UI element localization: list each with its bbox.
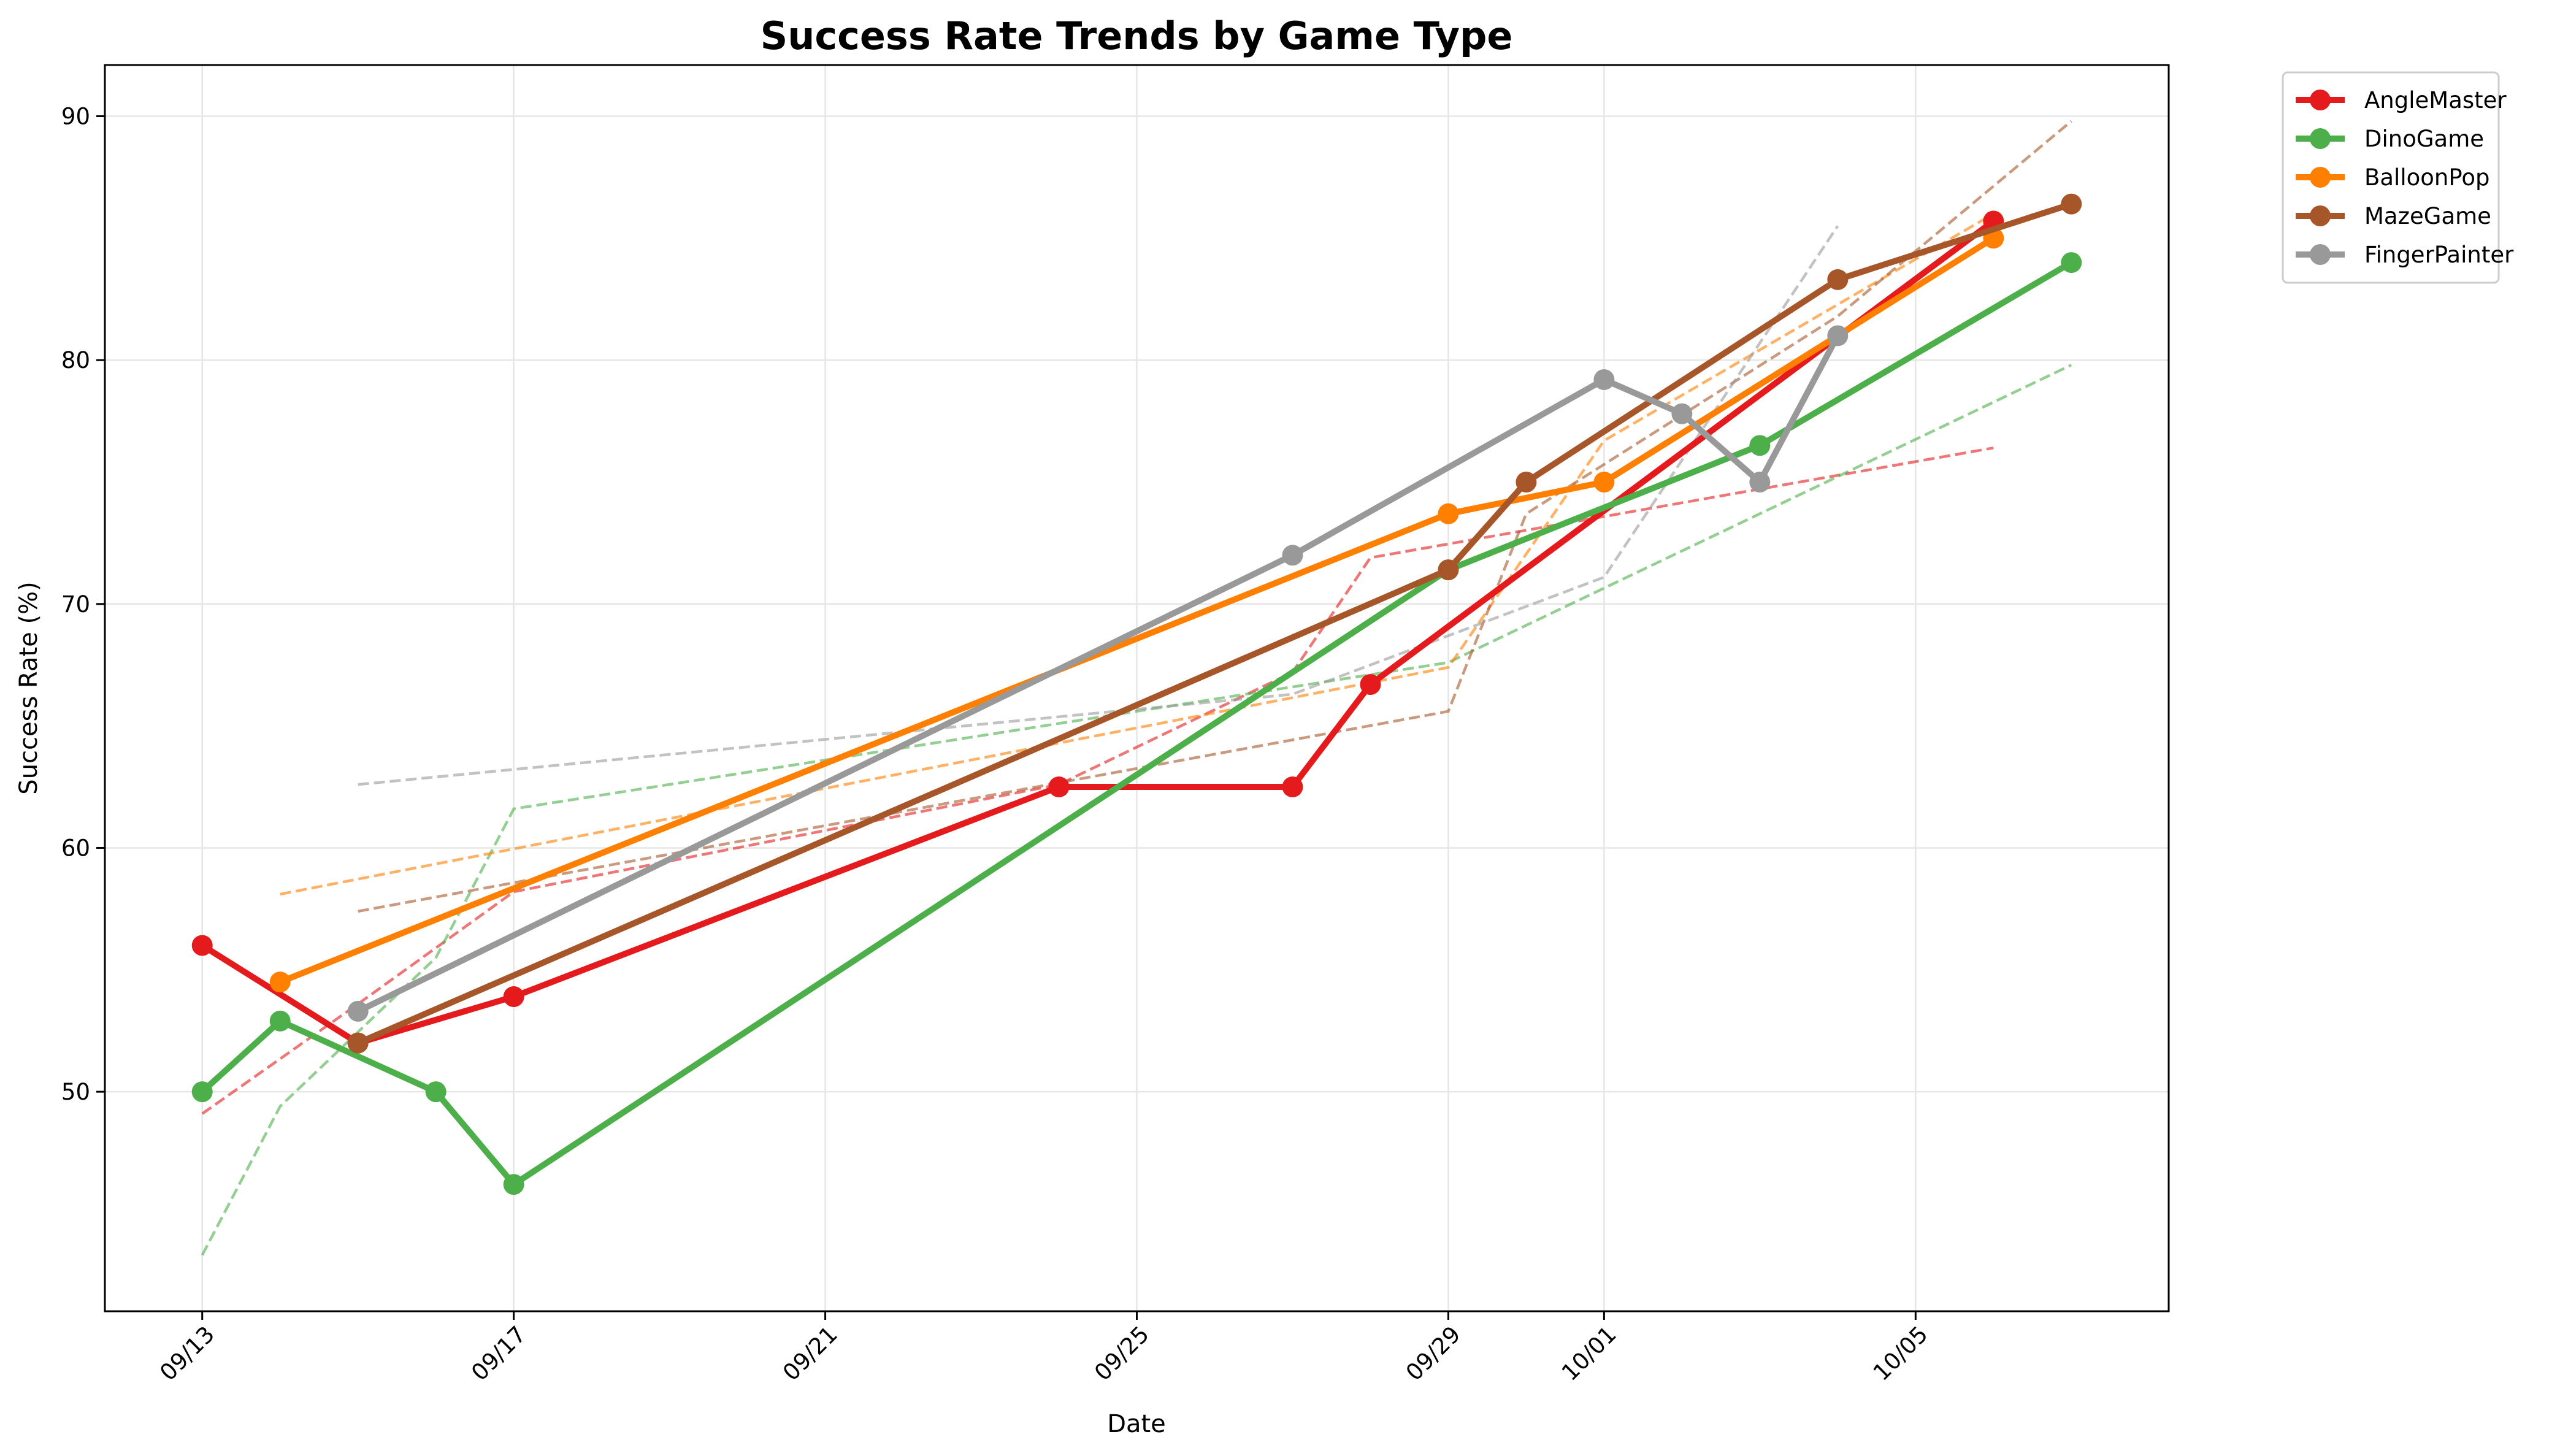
- chart-title: Success Rate Trends by Game Type: [761, 13, 1513, 58]
- data-point-balloonpop: [1438, 503, 1459, 524]
- legend-marker: [2310, 205, 2331, 226]
- legend-label: BalloonPop: [2364, 164, 2489, 191]
- y-tick-label: 70: [61, 591, 90, 618]
- y-axis-label: Success Rate (%): [15, 581, 43, 794]
- data-point-anglemaster: [191, 935, 213, 956]
- data-point-mazegame: [2061, 193, 2082, 215]
- series-line-fingerpainter: [354, 332, 1841, 1014]
- data-point-anglemaster: [1048, 776, 1070, 798]
- data-point-fingerpainter: [1749, 471, 1771, 492]
- data-point-dinogame: [269, 1010, 291, 1032]
- data-point-anglemaster: [1360, 674, 1381, 695]
- data-point-fingerpainter: [1827, 325, 1849, 347]
- data-point-fingerpainter: [347, 1000, 369, 1022]
- data-point-dinogame: [503, 1174, 524, 1195]
- series-balloonpop: [269, 228, 2004, 993]
- data-point-fingerpainter: [1282, 545, 1303, 566]
- series-mazegame: [347, 193, 2082, 1054]
- series-fingerpainter: [347, 325, 1849, 1022]
- legend-marker: [2310, 244, 2331, 265]
- grid-layer: [105, 65, 2169, 1311]
- legend-item-dinogame: DinoGame: [2296, 126, 2484, 152]
- legend-item-anglemaster: AngleMaster: [2296, 87, 2507, 113]
- legend-marker: [2310, 167, 2331, 188]
- y-tick-label: 60: [61, 835, 90, 861]
- y-tick-label: 90: [61, 104, 90, 130]
- data-point-dinogame: [425, 1081, 446, 1103]
- data-point-mazegame: [1827, 269, 1849, 290]
- legend-marker: [2310, 128, 2331, 149]
- legend-item-mazegame: MazeGame: [2296, 203, 2491, 229]
- legend-label: MazeGame: [2364, 203, 2491, 229]
- data-point-fingerpainter: [1593, 369, 1615, 390]
- trend-line-fingerpainter: [358, 225, 1839, 786]
- trend-line-mazegame: [358, 120, 2072, 913]
- series-line-balloonpop: [277, 235, 1997, 986]
- legend-box: [2282, 71, 2500, 284]
- legend-label: AngleMaster: [2364, 87, 2507, 113]
- trend-lines: [201, 120, 2072, 1256]
- data-point-balloonpop: [1593, 471, 1615, 492]
- data-point-mazegame: [1438, 559, 1459, 581]
- data-point-balloonpop: [269, 971, 291, 993]
- series-dinogame: [191, 252, 2082, 1195]
- data-point-anglemaster: [503, 986, 524, 1008]
- legend: AngleMaster DinoGame BalloonPop MazeGame Fin…: [2282, 71, 2514, 284]
- trend-line-balloonpop: [280, 212, 1995, 896]
- trend-line-dinogame: [201, 364, 2072, 1256]
- data-point-dinogame: [2061, 252, 2082, 274]
- legend-label: FingerPainter: [2364, 242, 2514, 268]
- data-point-mazegame: [1516, 471, 1537, 492]
- legend-item-balloonpop: BalloonPop: [2296, 164, 2489, 191]
- legend-marker: [2310, 90, 2331, 110]
- legend-item-fingerpainter: FingerPainter: [2296, 242, 2514, 268]
- data-point-dinogame: [191, 1081, 213, 1103]
- legend-label: DinoGame: [2364, 126, 2484, 152]
- data-point-mazegame: [347, 1032, 369, 1054]
- y-tick-label: 80: [61, 347, 90, 374]
- series-lines: [191, 193, 2082, 1195]
- data-point-anglemaster: [1282, 776, 1303, 798]
- x-axis-label: Date: [1107, 1410, 1166, 1438]
- y-tick-label: 50: [61, 1079, 90, 1105]
- data-point-fingerpainter: [1671, 403, 1693, 424]
- data-point-dinogame: [1749, 435, 1771, 456]
- y-axis: 50 60 70 80 90: [61, 104, 105, 1105]
